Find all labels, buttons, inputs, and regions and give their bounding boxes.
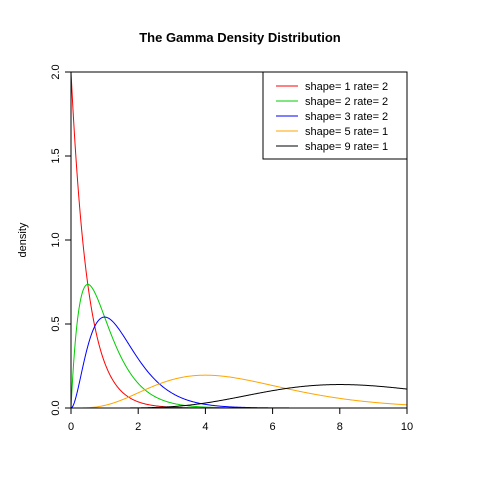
legend-label-2: shape= 2 rate= 2 — [305, 96, 388, 108]
x-axis: 0 2 4 6 8 10 — [68, 407, 413, 433]
y-tick-label: 1.5 — [50, 148, 62, 163]
legend-label-3: shape= 3 rate= 2 — [305, 111, 388, 123]
legend-label-1: shape= 1 rate= 2 — [305, 81, 388, 93]
y-tick-label: 1.0 — [50, 232, 62, 247]
y-axis-label: density — [17, 222, 29, 257]
x-tick-label: 8 — [337, 421, 343, 433]
x-tick-label: 0 — [68, 421, 74, 433]
y-tick-label: 0.5 — [50, 316, 62, 331]
legend: shape= 1 rate= 2 shape= 2 rate= 2 shape= 3… — [262, 71, 408, 160]
chart-title: The Gamma Density Distribution — [139, 30, 341, 45]
x-tick-label: 6 — [270, 421, 276, 433]
y-tick-label: 2.0 — [50, 64, 62, 79]
x-tick-label: 4 — [202, 421, 208, 433]
y-axis: 0.0 0.5 1.0 1.5 2.0 — [50, 64, 72, 416]
legend-label-5: shape= 9 rate= 1 — [305, 141, 388, 153]
x-tick-label: 2 — [135, 421, 141, 433]
x-tick-label: 10 — [401, 421, 413, 433]
legend-label-4: shape= 5 rate= 1 — [305, 126, 388, 138]
y-tick-label: 0.0 — [50, 400, 62, 415]
series-line-4 — [71, 374, 408, 409]
